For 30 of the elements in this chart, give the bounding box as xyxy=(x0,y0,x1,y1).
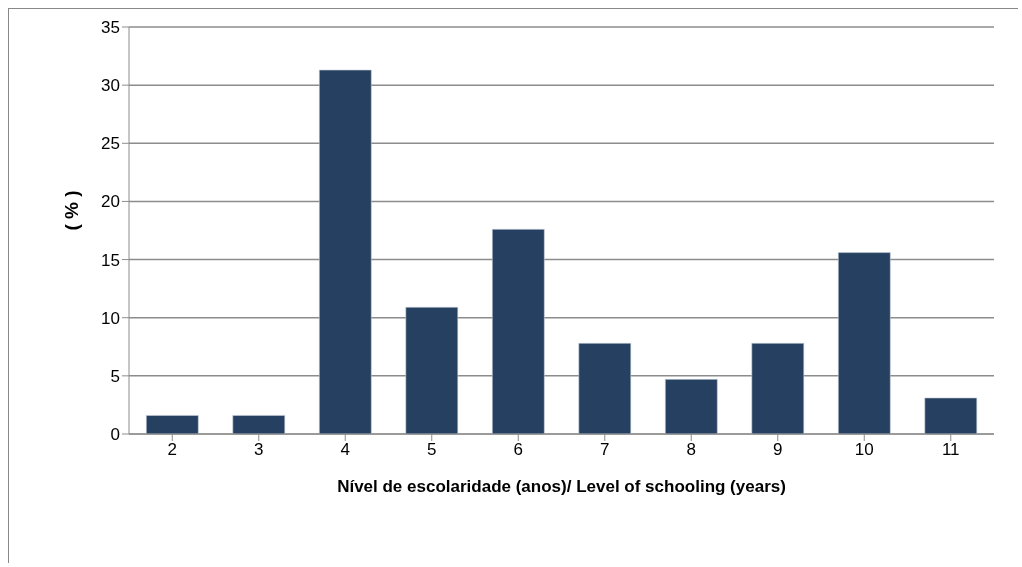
x-axis-title: Nível de escolaridade (anos)/ Level of schooling (years) xyxy=(337,477,786,496)
bar xyxy=(578,343,632,434)
y-tick-label: 10 xyxy=(101,308,120,328)
x-tick-label: 3 xyxy=(254,440,264,460)
x-tick-label: 7 xyxy=(600,440,610,460)
y-tick-label: 15 xyxy=(101,250,120,270)
y-tick-label: 5 xyxy=(110,366,120,386)
x-tick-label: 4 xyxy=(340,440,350,460)
bar xyxy=(319,69,372,434)
y-tick-label: 30 xyxy=(101,76,120,96)
y-tick-label: 25 xyxy=(101,134,120,154)
bar xyxy=(232,415,286,434)
x-tick-label: 6 xyxy=(513,440,523,460)
y-tick-label: 20 xyxy=(101,192,120,212)
x-tick-label: 8 xyxy=(686,440,696,460)
y-tick-label: 0 xyxy=(110,425,120,445)
y-tick-label: 35 xyxy=(101,18,120,38)
bar xyxy=(146,415,199,434)
x-tick-label: 2 xyxy=(167,440,177,460)
x-tick-label: 11 xyxy=(941,440,960,460)
x-tick-label: 10 xyxy=(854,440,874,460)
x-tick-label: 5 xyxy=(427,440,437,460)
bar xyxy=(405,306,459,434)
y-axis-title: ( % ) xyxy=(60,190,82,231)
bar xyxy=(492,229,545,434)
bar xyxy=(838,252,891,434)
bar xyxy=(924,397,978,434)
x-tick-label: 9 xyxy=(773,440,783,460)
bar xyxy=(665,379,718,434)
bar xyxy=(751,343,805,434)
